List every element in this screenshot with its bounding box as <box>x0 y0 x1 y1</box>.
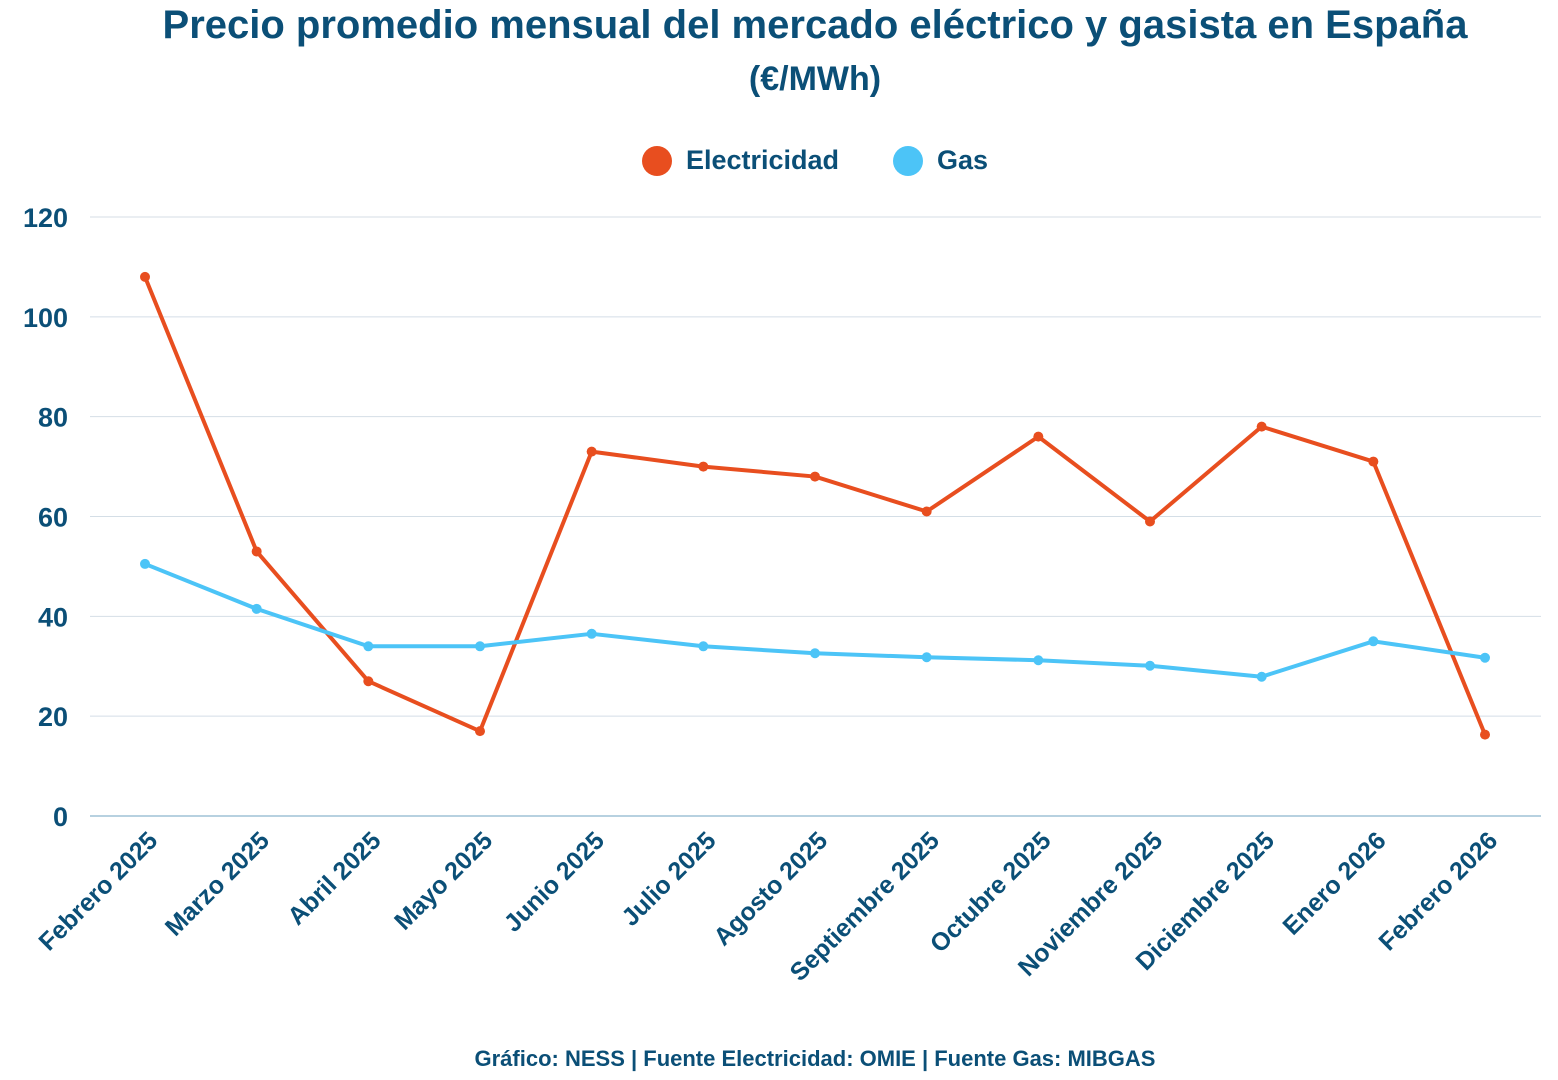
y-tick-label: 80 <box>38 403 68 433</box>
data-point-gas <box>1480 652 1490 663</box>
data-point-electricidad <box>1256 421 1267 432</box>
x-tick-label: Marzo 2025 <box>160 826 275 941</box>
y-tick-label: 60 <box>38 503 68 533</box>
legend-marker-gas <box>893 145 923 176</box>
data-point-gas <box>586 628 597 639</box>
x-tick-label: Mayo 2025 <box>389 826 498 935</box>
data-point-gas <box>140 558 150 569</box>
legend-item-electricidad[interactable]: Electricidad <box>641 145 839 176</box>
chart-title: Precio promedio mensual del mercado eléc… <box>162 3 1468 47</box>
data-point-gas <box>251 603 262 614</box>
x-tick-label: Agosto 2025 <box>708 826 833 951</box>
data-point-electricidad <box>475 726 485 737</box>
data-point-electricidad <box>363 676 374 687</box>
x-tick-label: Julio 2025 <box>616 826 721 931</box>
data-point-electricidad <box>1033 431 1044 442</box>
y-tick-label: 40 <box>38 602 68 632</box>
series-line-gas <box>144 562 1486 679</box>
data-point-gas <box>363 641 374 652</box>
data-point-electricidad <box>921 506 932 517</box>
x-tick-label: Febrero 2025 <box>33 826 163 956</box>
x-tick-label: Abril 2025 <box>282 826 386 930</box>
data-point-gas <box>1145 660 1155 671</box>
legend-label: Gas <box>937 145 989 175</box>
data-point-electricidad <box>810 471 820 482</box>
data-point-gas <box>1368 636 1379 647</box>
data-point-electricidad <box>140 271 150 282</box>
data-point-electricidad <box>1480 729 1490 740</box>
data-point-electricidad <box>586 446 597 457</box>
series-line-electricidad <box>143 276 1487 736</box>
data-point-electricidad <box>1145 516 1155 527</box>
y-tick-label: 100 <box>23 303 68 333</box>
data-point-gas <box>475 641 485 652</box>
legend-label: Electricidad <box>685 145 839 175</box>
y-tick-label: 20 <box>38 702 68 732</box>
data-point-gas <box>1033 655 1044 666</box>
data-point-electricidad <box>1368 456 1379 467</box>
data-point-gas <box>921 652 932 663</box>
legend: Electricidad Gas <box>0 145 1558 176</box>
data-point-electricidad <box>698 461 709 472</box>
x-tick-label: Enero 2026 <box>1277 826 1391 940</box>
chart-subtitle: (€/MWh) <box>748 60 882 98</box>
source-note: Gráfico: NESS | Fuente Electricidad: OMI… <box>474 1046 1156 1071</box>
data-point-gas <box>1256 671 1267 682</box>
legend-item-gas[interactable]: Gas <box>893 145 988 176</box>
y-tick-label: 0 <box>53 802 68 832</box>
data-point-gas <box>810 648 820 659</box>
y-tick-label: 120 <box>23 203 68 233</box>
data-point-electricidad <box>251 546 262 557</box>
legend-marker-electricidad <box>641 145 672 176</box>
x-tick-label: Febrero 2026 <box>1373 826 1503 956</box>
x-tick-label: Junio 2025 <box>499 826 610 937</box>
data-point-gas <box>698 641 709 652</box>
